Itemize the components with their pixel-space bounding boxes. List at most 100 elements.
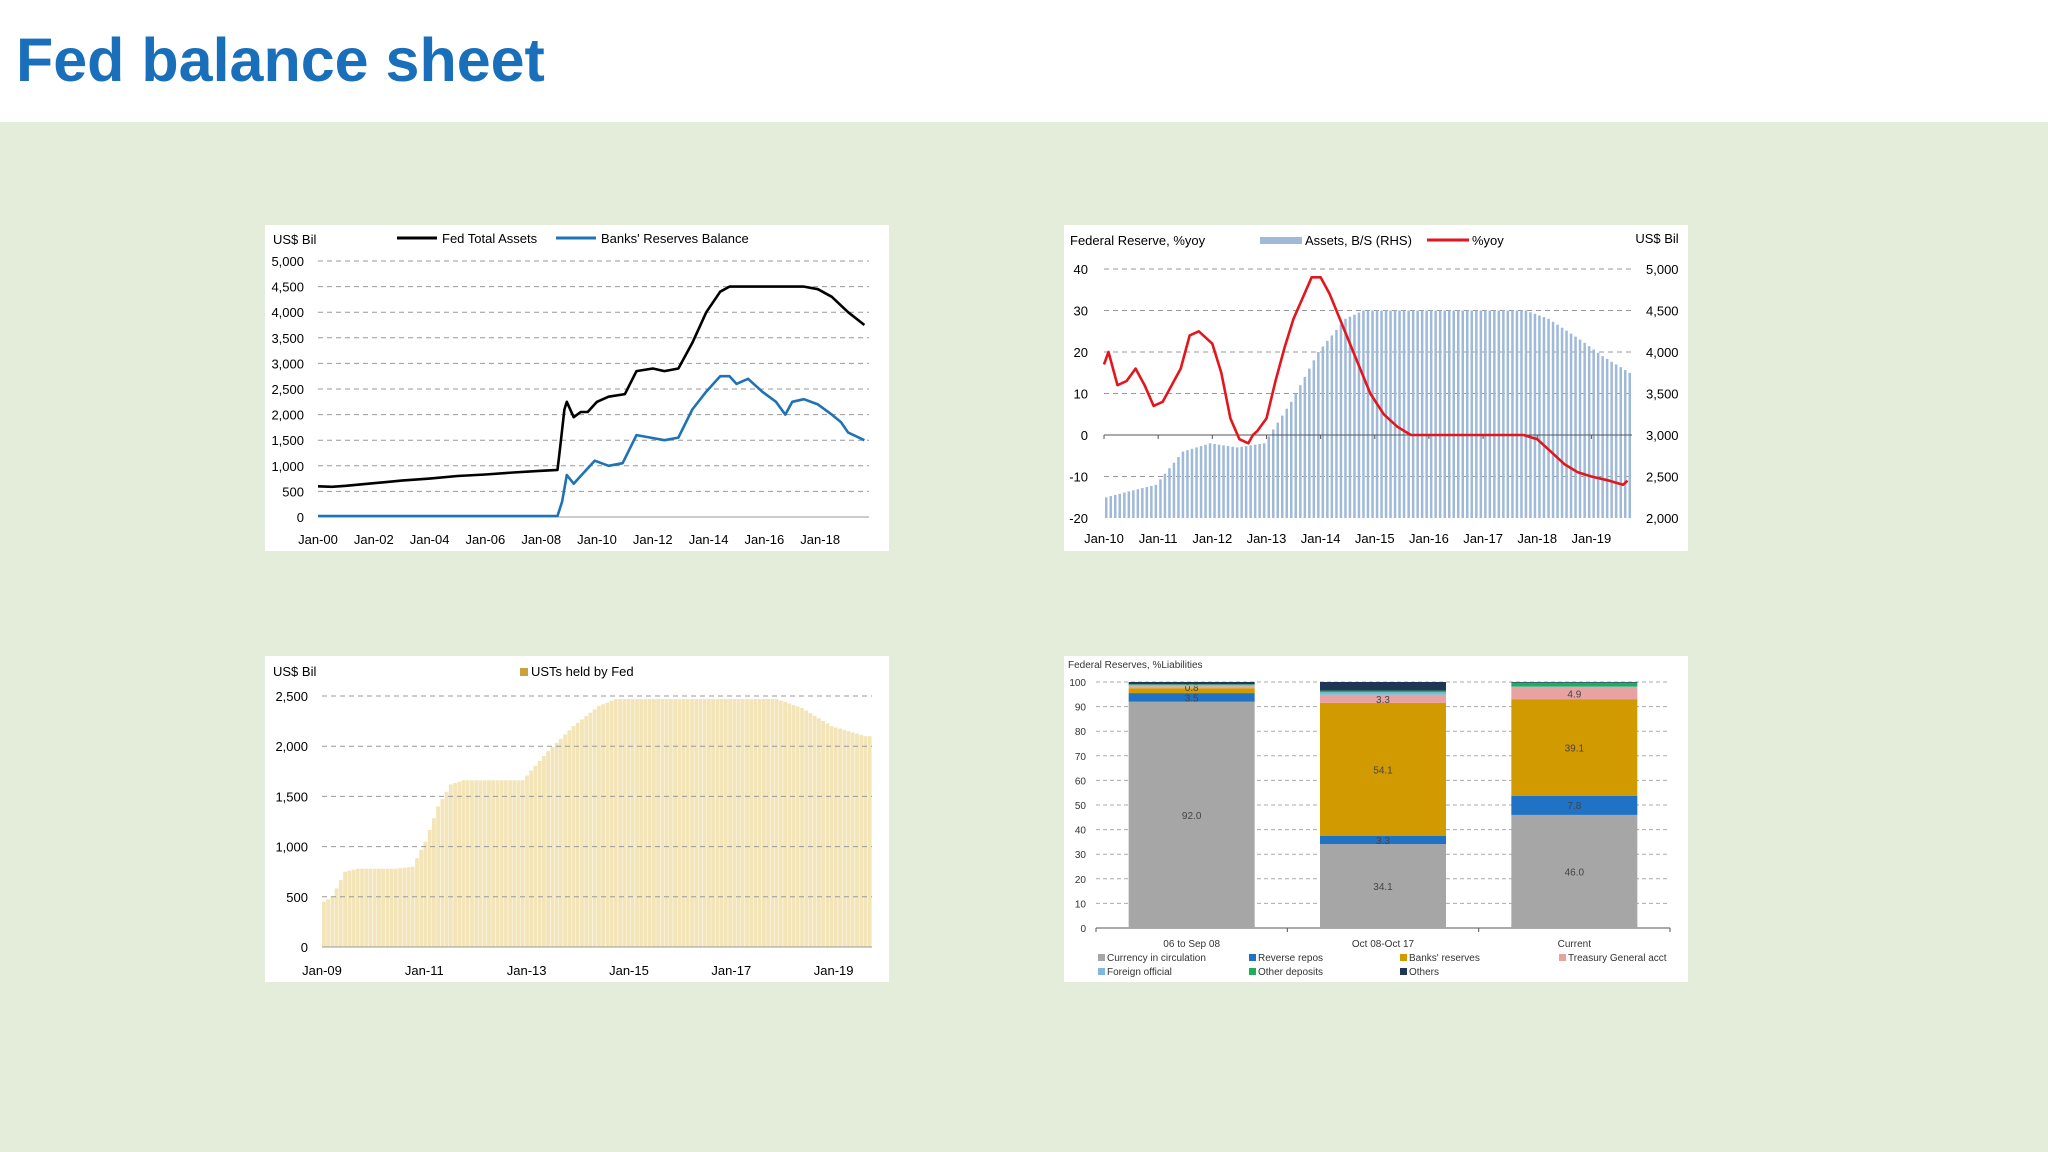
asset-bar — [1312, 360, 1316, 518]
asset-bar — [1371, 310, 1374, 518]
legend-swatch-assets — [1260, 237, 1302, 244]
ust-bar — [326, 899, 330, 947]
legend-label: Foreign official — [1107, 967, 1172, 978]
x-tick-label: Jan-17 — [711, 963, 751, 978]
asset-bar — [1402, 310, 1406, 518]
asset-bar — [1506, 310, 1510, 518]
x-tick-label: Jan-17 — [1463, 531, 1503, 546]
asset-bar — [1326, 340, 1329, 518]
ust-bar — [605, 702, 610, 947]
asset-bar — [1344, 318, 1347, 518]
y-tick-label: 1,500 — [271, 433, 304, 448]
asset-bar — [1114, 494, 1117, 518]
y-tick-label: 10 — [1075, 899, 1087, 910]
chart4-svg: Federal Reserves, %Liabilities 0 10 20 30 40 5… — [1068, 660, 1671, 978]
ust-bar — [491, 780, 495, 947]
asset-bar — [1420, 310, 1424, 518]
ust-bar — [711, 699, 715, 947]
ust-bar — [360, 868, 364, 947]
ust-bar — [415, 858, 419, 947]
ust-bar — [584, 716, 589, 947]
asset-bar — [1204, 444, 1207, 518]
ust-bar — [702, 699, 707, 947]
ust-bar — [795, 706, 800, 947]
asset-bar — [1159, 479, 1162, 518]
legend-label-assets: Assets, B/S (RHS) — [1305, 233, 1412, 248]
x-tick-label: Jan-14 — [1301, 531, 1341, 546]
y-tick-label: 70 — [1075, 752, 1087, 763]
ust-bar — [613, 699, 618, 947]
ust-bar — [406, 867, 411, 947]
right-y-tick-label: 5,000 — [1646, 262, 1679, 277]
series-line-0 — [317, 285, 866, 489]
x-tick-label: Jan-18 — [1517, 531, 1557, 546]
ust-bar — [652, 699, 656, 947]
ust-bar — [829, 726, 834, 947]
x-tick-label: Jan-16 — [745, 532, 785, 547]
asset-bar — [1181, 451, 1185, 518]
ust-bar — [808, 713, 813, 947]
ust-bar — [558, 738, 563, 947]
left-y-tick-label: 20 — [1074, 345, 1088, 360]
asset-bar — [1538, 315, 1541, 518]
x-tick-label: Jan-10 — [1084, 531, 1124, 546]
asset-bar — [1542, 317, 1546, 518]
asset-bar — [1583, 342, 1586, 518]
ust-bar — [330, 896, 335, 947]
asset-bar — [1177, 457, 1180, 518]
legend-swatch — [1249, 968, 1256, 975]
ust-bar — [817, 718, 821, 947]
title-bar: Fed balance sheet — [0, 0, 2048, 122]
segment-data-label: 46.0 — [1565, 867, 1585, 878]
segment-data-label: 0.8 — [1185, 683, 1199, 694]
asset-bar — [1285, 408, 1288, 518]
asset-bar — [1443, 310, 1446, 518]
ust-bar — [338, 880, 343, 947]
right-y-tick-label: 4,000 — [1646, 345, 1679, 360]
asset-bar — [1484, 310, 1487, 518]
ust-bar — [474, 780, 479, 947]
ust-bar — [457, 781, 462, 947]
asset-bar — [1362, 310, 1365, 518]
ust-bar — [719, 699, 724, 947]
x-tick-label: Jan-00 — [298, 532, 338, 547]
ust-bar — [838, 728, 842, 947]
left-y-tick-label: 30 — [1074, 304, 1088, 319]
x-tick-label: Jan-11 — [405, 963, 444, 978]
y-tick-label: 100 — [1069, 678, 1086, 689]
ust-bar — [639, 699, 644, 947]
asset-bar — [1614, 364, 1618, 518]
y-tick-label: 500 — [282, 484, 304, 499]
asset-bar — [1308, 368, 1311, 518]
ust-bar — [740, 699, 745, 947]
ust-bar — [732, 699, 737, 947]
y-tick-label: 1,000 — [271, 459, 304, 474]
asset-bar — [1145, 487, 1149, 518]
stacked-segment — [1128, 693, 1255, 702]
ust-bar — [398, 868, 402, 947]
asset-bar — [1105, 497, 1108, 519]
y-tick-label: 50 — [1075, 801, 1087, 812]
ust-bar — [567, 730, 572, 947]
ust-bar — [774, 699, 779, 947]
ust-bar — [546, 751, 550, 947]
y-tick-label: 2,000 — [275, 739, 308, 754]
x-tick-label: Jan-12 — [1192, 531, 1232, 546]
stacked-segment — [1511, 682, 1638, 683]
ust-bar — [715, 699, 720, 947]
legend-label: Other deposits — [1258, 967, 1323, 978]
asset-bar — [1141, 488, 1144, 518]
asset-bar — [1429, 310, 1433, 518]
ust-bar — [757, 699, 762, 947]
y-tick-label: 0 — [301, 940, 308, 955]
ust-bar — [660, 699, 665, 947]
asset-bar — [1172, 462, 1176, 518]
left-y-tick-label: 40 — [1074, 262, 1088, 277]
asset-bar — [1357, 312, 1361, 518]
ust-bar — [778, 700, 783, 947]
asset-bar — [1565, 330, 1568, 518]
y-axis-unit-label: US$ Bil — [273, 232, 316, 247]
segment-data-label: 3.3 — [1376, 836, 1390, 847]
y-tick-label: 4,500 — [271, 280, 304, 295]
ust-bar — [707, 699, 711, 947]
